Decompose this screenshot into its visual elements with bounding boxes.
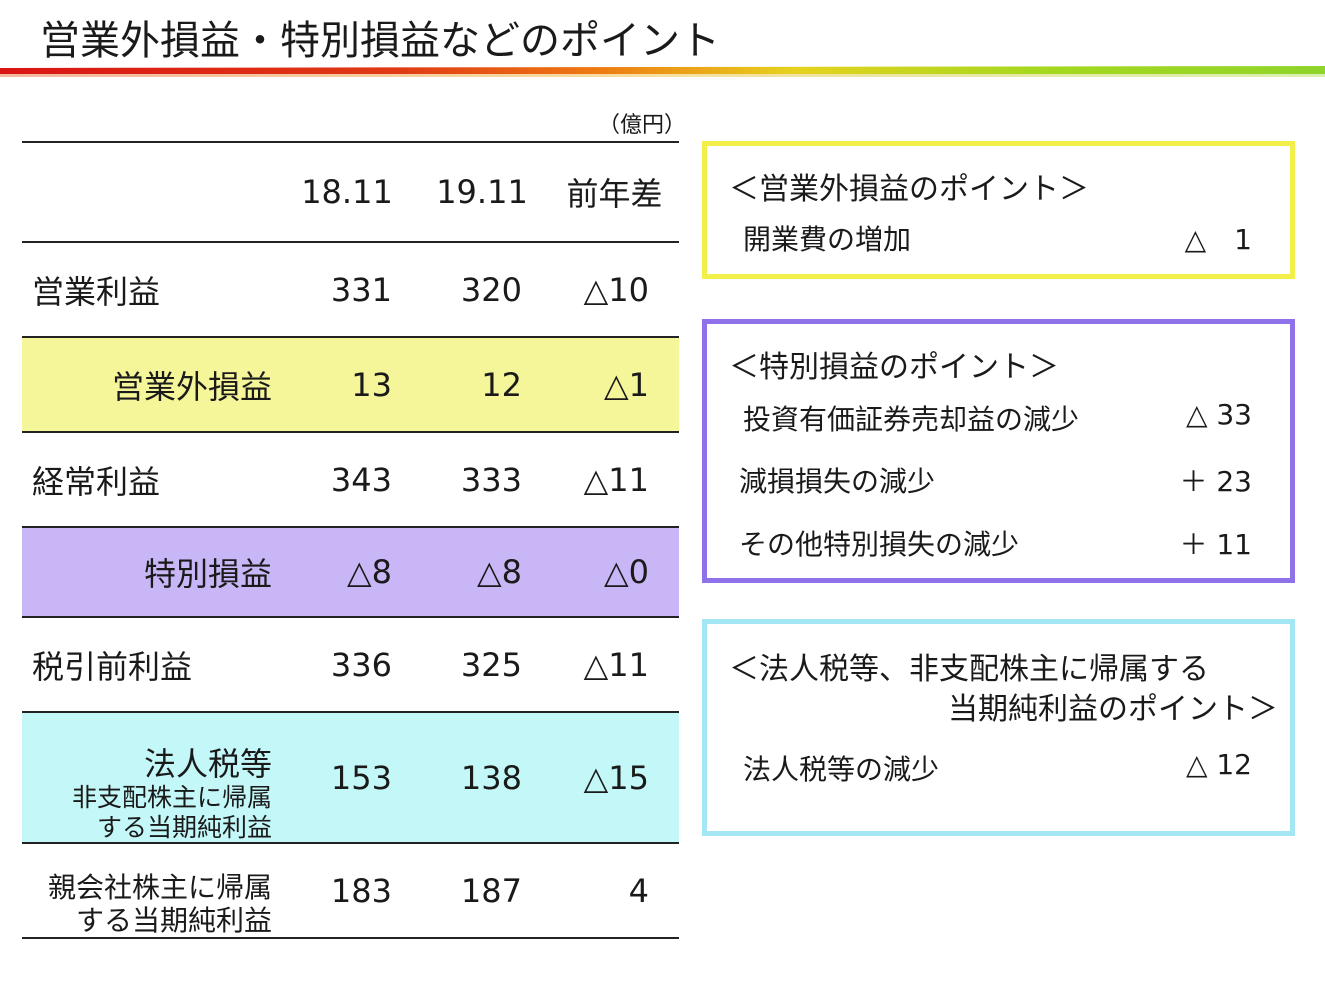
row-label-line: 親会社株主に帰属 bbox=[47, 870, 272, 904]
box-heading: ＜営業外損益のポイント＞ bbox=[729, 172, 1089, 207]
row-label-line: する当期純利益 bbox=[96, 813, 272, 842]
table-rule bbox=[22, 431, 679, 433]
table-row-operating-income: 営業利益 331 320 △10 bbox=[22, 242, 679, 337]
point-item-label: 開業費の増加 bbox=[743, 223, 912, 256]
table-rule bbox=[22, 526, 679, 528]
value-19-11: 138 bbox=[460, 758, 522, 797]
value-19-11: 325 bbox=[460, 645, 522, 684]
value-19-11: 12 bbox=[481, 365, 522, 404]
row-label-line: する当期純利益 bbox=[75, 904, 272, 938]
point-item-label: その他特別損失の減少 bbox=[739, 528, 1020, 561]
table-row-non-operating: 営業外損益 13 12 △1 bbox=[22, 337, 679, 432]
value-19-11: 333 bbox=[460, 460, 522, 499]
non-operating-points-box: ＜営業外損益のポイント＞ 開業費の増加 △ 1 bbox=[702, 141, 1295, 279]
value-diff: △1 bbox=[604, 365, 649, 404]
header-yoy-diff: 前年差 bbox=[566, 174, 663, 213]
row-label: 特別損益 bbox=[143, 555, 272, 593]
value-18-11: 153 bbox=[330, 758, 392, 797]
value-diff: △15 bbox=[583, 758, 649, 797]
table-rule bbox=[22, 141, 679, 143]
table-rule bbox=[22, 241, 679, 243]
table-row-income-taxes: 法人税等 非支配株主に帰属 する当期純利益 153 138 △15 bbox=[22, 712, 679, 843]
table-row-net-income-parent: 親会社株主に帰属 する当期純利益 183 187 4 bbox=[22, 843, 679, 938]
point-item-label: 投資有価証券売却益の減少 bbox=[743, 403, 1080, 436]
row-label: 親会社株主に帰属 する当期純利益 bbox=[22, 843, 272, 938]
row-label: 営業利益 bbox=[32, 272, 161, 311]
header-18-11: 18.11 bbox=[301, 172, 393, 211]
box-heading-line1: ＜法人税等、非支配株主に帰属する bbox=[729, 652, 1209, 687]
point-item-value: △ 1 bbox=[1184, 223, 1252, 256]
row-label-line: 法人税等 bbox=[143, 744, 272, 783]
table-rule bbox=[22, 711, 679, 713]
unit-label: （億円） bbox=[598, 113, 687, 138]
tax-points-box: ＜法人税等、非支配株主に帰属する 当期純利益のポイント＞ 法人税等の減少 △ 1… bbox=[702, 619, 1295, 836]
table-row-pretax-income: 税引前利益 336 325 △11 bbox=[22, 617, 679, 712]
value-diff: △11 bbox=[583, 645, 649, 684]
value-diff: △10 bbox=[583, 270, 649, 309]
row-label: 営業外損益 bbox=[111, 367, 272, 406]
point-item-label: 減損損失の減少 bbox=[739, 465, 936, 498]
point-item-value: ＋ 11 bbox=[1179, 528, 1252, 561]
value-19-11: 320 bbox=[460, 270, 522, 309]
table-rule bbox=[22, 842, 679, 844]
table-row-ordinary-income: 経常利益 343 333 △11 bbox=[22, 432, 679, 527]
row-label: 税引前利益 bbox=[32, 647, 193, 686]
row-label: 経常利益 bbox=[32, 462, 161, 501]
point-item-label: 法人税等の減少 bbox=[743, 753, 940, 786]
title-underline-bar bbox=[0, 66, 1325, 76]
value-18-11: 331 bbox=[330, 270, 392, 309]
box-heading: ＜特別損益のポイント＞ bbox=[729, 350, 1059, 385]
box-heading-line2: 当期純利益のポイント＞ bbox=[948, 692, 1278, 727]
table-rule bbox=[22, 937, 679, 939]
table-row-extraordinary: 特別損益 △8 △8 △0 bbox=[22, 527, 679, 617]
header-19-11: 19.11 bbox=[436, 172, 528, 211]
table-rule bbox=[22, 616, 679, 618]
point-item-value: △ 33 bbox=[1185, 398, 1252, 431]
table-rule bbox=[22, 336, 679, 338]
row-label-line: 非支配株主に帰属 bbox=[71, 783, 272, 812]
row-label: 法人税等 非支配株主に帰属 する当期純利益 bbox=[22, 712, 272, 843]
point-item-value: △ 12 bbox=[1185, 748, 1252, 781]
title-underline-shadow bbox=[0, 74, 1325, 77]
point-item-value: ＋ 23 bbox=[1179, 465, 1252, 498]
value-19-11: △8 bbox=[477, 553, 522, 591]
value-diff: △11 bbox=[583, 460, 649, 499]
value-18-11: 343 bbox=[330, 460, 392, 499]
value-18-11: 336 bbox=[330, 645, 392, 684]
value-diff: 4 bbox=[628, 871, 649, 910]
table-header-row: 18.11 19.11 前年差 bbox=[22, 141, 679, 242]
extraordinary-points-box: ＜特別損益のポイント＞ 投資有価証券売却益の減少 △ 33 減損損失の減少 ＋ … bbox=[702, 319, 1295, 583]
value-18-11: △8 bbox=[347, 553, 392, 591]
page-title: 営業外損益・特別損益などのポイント bbox=[40, 18, 720, 64]
value-diff: △0 bbox=[604, 553, 649, 591]
value-18-11: 13 bbox=[351, 365, 392, 404]
value-19-11: 187 bbox=[460, 871, 522, 910]
value-18-11: 183 bbox=[330, 871, 392, 910]
